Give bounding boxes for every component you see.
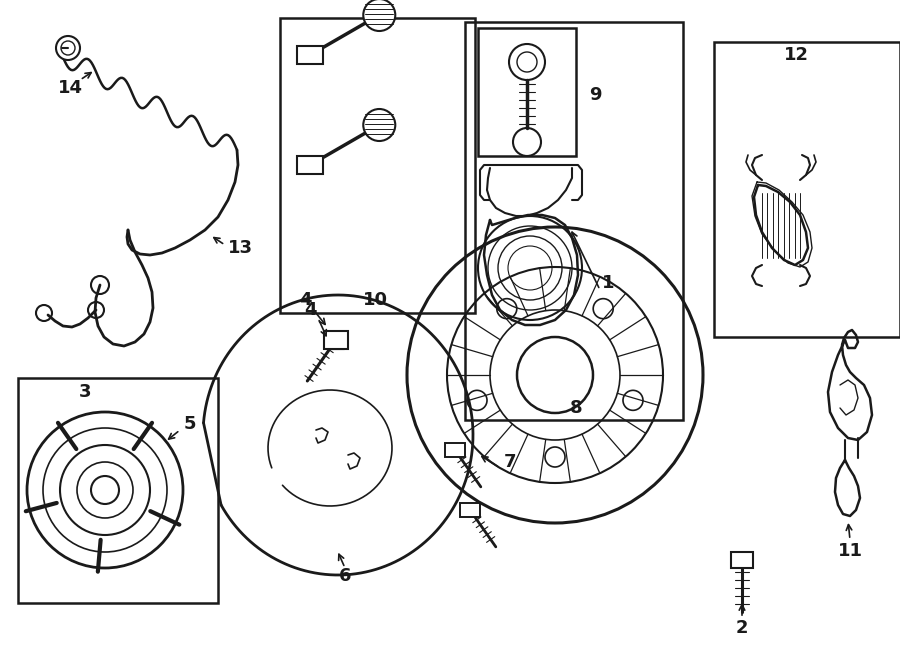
Bar: [478, 28, 576, 156]
Bar: [460, 503, 480, 517]
Text: 12: 12: [784, 46, 808, 64]
Circle shape: [364, 0, 395, 31]
Text: 10: 10: [363, 291, 388, 309]
Text: 4: 4: [299, 291, 311, 309]
Text: 5: 5: [184, 415, 196, 433]
Bar: [18, 378, 218, 603]
Text: 11: 11: [838, 542, 862, 560]
Bar: [297, 46, 323, 64]
Text: 14: 14: [58, 79, 83, 97]
Bar: [731, 552, 753, 568]
Bar: [465, 22, 683, 420]
Text: 2: 2: [736, 619, 748, 637]
Circle shape: [364, 109, 395, 141]
Text: 1: 1: [602, 274, 614, 292]
Bar: [324, 331, 348, 349]
Text: 9: 9: [589, 86, 601, 104]
Text: 13: 13: [228, 239, 253, 257]
Circle shape: [56, 36, 80, 60]
Bar: [280, 18, 475, 313]
Circle shape: [303, 158, 317, 172]
Bar: [297, 156, 323, 174]
Text: 3: 3: [79, 383, 91, 401]
Circle shape: [303, 48, 317, 62]
Text: 4: 4: [304, 301, 316, 319]
Bar: [714, 42, 900, 337]
Text: 8: 8: [570, 399, 582, 417]
Bar: [445, 443, 465, 457]
Circle shape: [509, 44, 545, 80]
Text: 6: 6: [338, 567, 351, 585]
Text: 7: 7: [504, 453, 517, 471]
